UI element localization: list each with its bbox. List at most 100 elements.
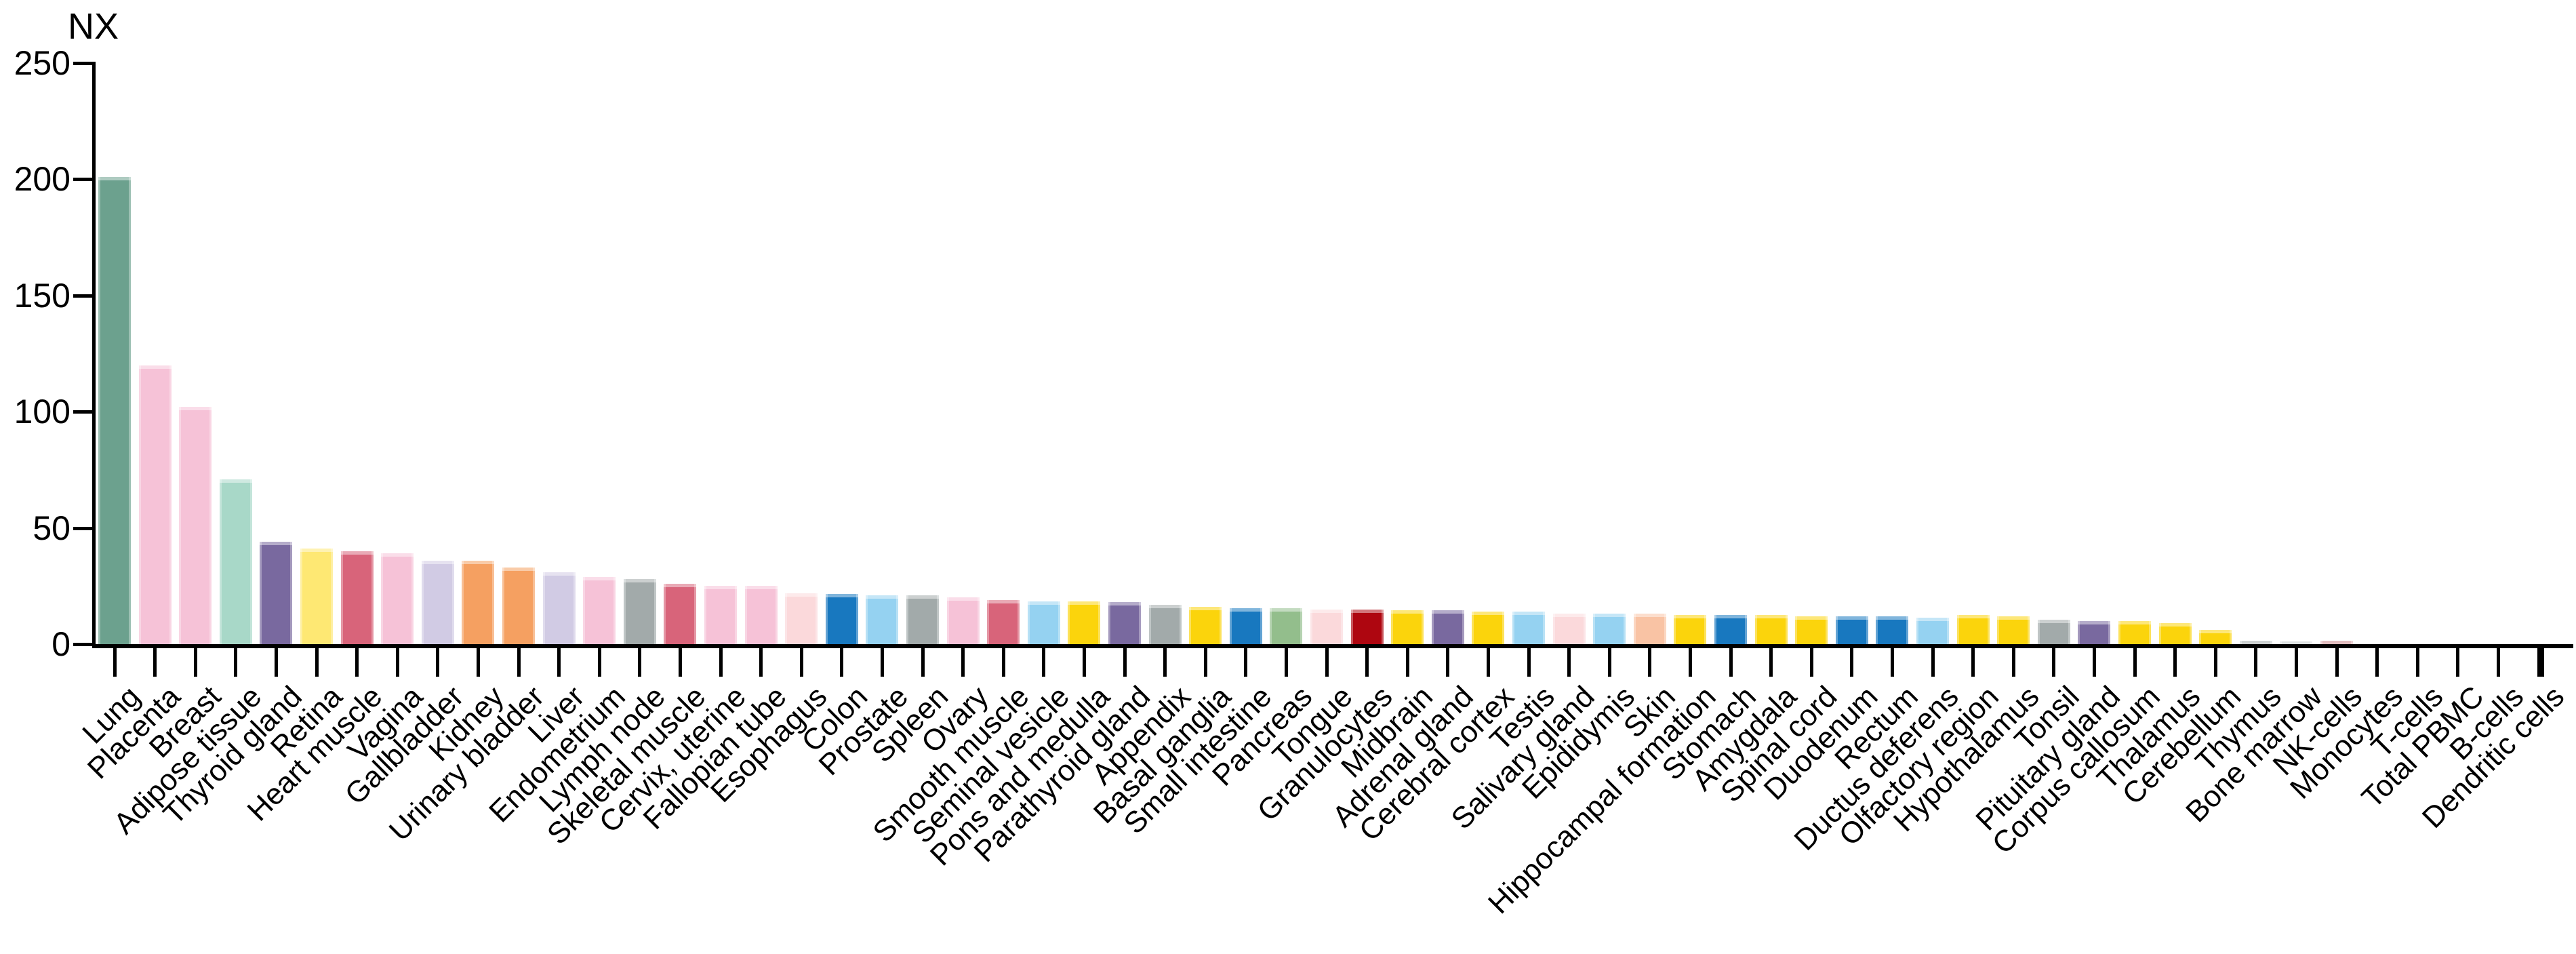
bar [2239,641,2272,644]
x-tick [1931,648,1935,677]
x-tick [719,648,723,677]
bar [1310,610,1343,644]
bar [785,593,818,644]
x-tick [1729,648,1733,677]
x-tick [678,648,682,677]
x-tick [840,648,844,677]
x-tick [638,648,642,677]
bar [906,595,939,644]
bar [1916,618,1949,644]
y-axis-line [92,62,96,648]
y-tick [73,62,94,65]
bar [219,479,252,644]
bar [1068,601,1101,644]
bar [1229,608,1262,644]
bar [179,407,212,644]
x-tick [315,648,319,677]
x-tick [2496,648,2500,677]
bar [2078,621,2111,644]
y-tick [73,294,94,298]
x-tick [880,648,884,677]
x-tick [1082,648,1086,677]
bar [987,600,1020,644]
x-axis-line [92,644,2573,648]
x-tick [1607,648,1611,677]
x-tick [2375,648,2379,677]
x-tick [961,648,965,677]
x-tick [557,648,561,677]
x-tick [1325,648,1329,677]
x-tick [1001,648,1005,677]
x-tick [1244,648,1248,677]
bar [1835,616,1868,644]
bar [260,542,293,644]
x-tick [193,648,197,677]
bar [1633,614,1666,644]
y-tick-label: 250 [14,44,71,82]
bar [1552,614,1586,644]
bar [1148,605,1182,644]
x-tick [1365,648,1369,677]
x-tick [1123,648,1127,677]
bar [623,579,656,644]
bar [1876,616,1909,644]
bar [542,572,576,644]
x-tick [355,648,359,677]
bar [704,586,737,644]
bar [2320,641,2353,644]
x-tick [2537,648,2544,677]
x-tick [1971,648,1975,677]
bar [340,551,374,644]
y-tick [73,643,94,646]
x-tick [2213,648,2217,677]
x-tick [2011,648,2015,677]
x-tick [1809,648,1813,677]
y-tick-label: 150 [14,276,71,315]
x-tick [1042,648,1046,677]
bar [1350,610,1384,644]
bar [2280,641,2313,644]
x-tick [2133,648,2137,677]
y-tick [73,526,94,530]
bar [1270,608,1303,644]
bar [1754,615,1788,644]
bar [2037,620,2070,644]
bar [1472,612,1505,644]
y-tick-label: 50 [33,509,71,547]
x-tick [1648,648,1652,677]
x-tick [1890,648,1894,677]
bar [744,586,778,644]
x-tick [921,648,925,677]
x-tick [2052,648,2056,677]
bar [1108,602,1141,644]
x-tick [2092,648,2096,677]
x-tick [799,648,803,677]
y-tick-label: 100 [14,393,71,431]
bar [381,553,414,644]
bar [1593,614,1626,644]
x-tick [1405,648,1409,677]
bar [502,568,535,644]
bar [300,549,333,644]
y-tick-label: 0 [52,625,71,663]
x-tick [517,648,521,677]
bar [583,577,616,644]
x-tick [113,648,117,677]
bar [2118,621,2151,644]
x-tick [2335,648,2339,677]
x-tick [1850,648,1854,677]
bar [1512,612,1545,644]
x-tick [1769,648,1773,677]
bar [138,365,172,644]
bar [1714,615,1747,644]
bar [664,584,697,644]
bar [462,561,495,644]
x-tick [2294,648,2298,677]
x-tick [2254,648,2258,677]
bar [2199,630,2232,644]
bar [946,597,980,644]
x-tick [436,648,440,677]
x-tick [2415,648,2419,677]
bar [1189,607,1222,644]
